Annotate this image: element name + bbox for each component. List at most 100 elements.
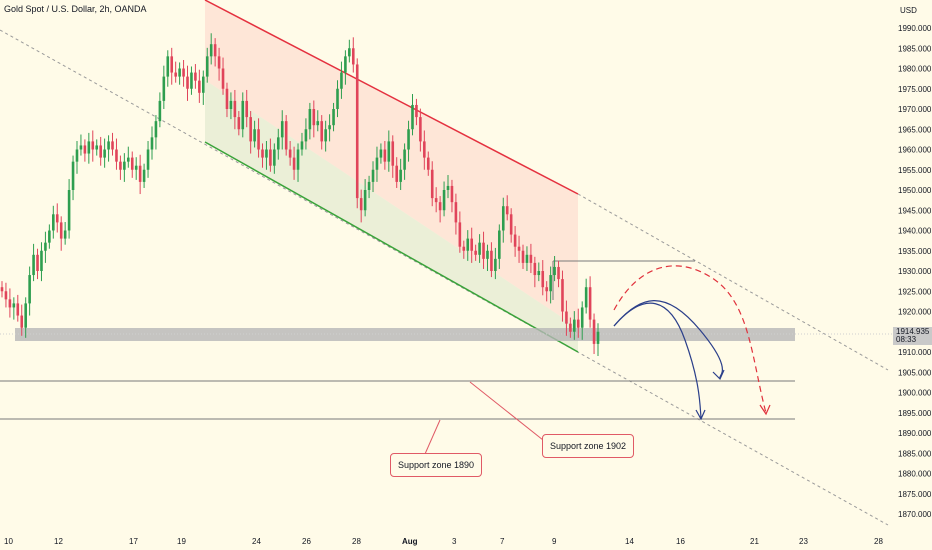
candle-body	[565, 311, 568, 324]
candle-body	[549, 275, 552, 292]
channel-mid-dashed	[0, 29, 889, 526]
candle-body	[284, 121, 288, 150]
y-tick-label: 1980.000	[898, 65, 932, 74]
candle-body	[55, 214, 59, 223]
candle-body	[261, 149, 264, 158]
candle-body	[494, 258, 497, 271]
candle-body	[517, 246, 521, 251]
y-tick-label: 1885.000	[898, 449, 932, 458]
y-tick-label: 1895.000	[898, 409, 932, 418]
y-tick-label: 1945.000	[898, 206, 932, 215]
candle-body	[123, 161, 126, 170]
candle-body	[482, 242, 485, 259]
current-price-value: 1914.935	[896, 327, 930, 336]
y-tick-label: 1950.000	[898, 186, 932, 195]
candles-group	[0, 33, 600, 357]
candle-body	[103, 149, 106, 158]
candle-body	[486, 250, 489, 259]
x-tick-label: 28	[352, 537, 361, 546]
candle-body	[63, 230, 67, 239]
candle-body	[182, 68, 185, 77]
candle-body	[292, 157, 296, 170]
candle-body	[265, 149, 268, 158]
y-tick-label: 1925.000	[898, 287, 932, 296]
callout-1902-pointer	[469, 381, 544, 441]
chart-title: Gold Spot / U.S. Dollar, 2h, OANDA	[4, 4, 147, 14]
candle-body	[573, 319, 576, 332]
candle-body	[257, 129, 260, 150]
candle-body	[95, 145, 99, 150]
candle-body	[32, 254, 35, 276]
candle-body	[344, 56, 347, 73]
candle-body	[501, 206, 505, 231]
candle-body	[67, 190, 71, 231]
candle-body	[170, 56, 174, 73]
y-tick-label: 1990.000	[898, 24, 932, 33]
candle-body	[324, 129, 327, 142]
candle-body	[146, 149, 150, 170]
candle-body	[359, 198, 363, 211]
candle-body	[430, 169, 434, 199]
candle-body	[99, 145, 102, 158]
candle-body	[340, 72, 343, 89]
candle-body	[111, 141, 114, 150]
candle-body	[44, 242, 47, 251]
candle-body	[186, 76, 189, 89]
candle-body	[426, 157, 430, 170]
channel-upper-line	[204, 0, 579, 195]
candle-body	[513, 234, 517, 247]
candle-body	[332, 109, 335, 126]
x-tick-label: 10	[4, 537, 13, 546]
candle-body	[162, 76, 166, 101]
candle-body	[28, 275, 31, 304]
candle-body	[521, 250, 525, 263]
y-tick-label: 1960.000	[898, 146, 932, 155]
red-scenario-arrow	[613, 265, 767, 414]
candle-body	[525, 254, 529, 263]
candle-body	[40, 250, 43, 271]
candle-body	[225, 88, 229, 109]
candle-body	[561, 279, 564, 312]
x-tick-label: 14	[625, 537, 634, 546]
blue-arrowhead-1	[712, 369, 725, 381]
candle-body	[379, 149, 383, 158]
candle-body	[470, 238, 473, 251]
candle-body	[355, 64, 359, 199]
y-tick-label: 1975.000	[898, 85, 932, 94]
blue-scenario-arrow-2	[613, 302, 702, 419]
candle-body	[190, 72, 193, 89]
candle-body	[52, 214, 55, 231]
x-tick-label: 9	[552, 537, 557, 546]
candle-body	[553, 266, 556, 276]
candle-body	[130, 157, 134, 170]
candle-body	[205, 56, 209, 77]
candle-body	[466, 238, 470, 251]
y-tick-label: 1880.000	[898, 470, 932, 479]
candle-body	[119, 161, 122, 170]
candle-body	[253, 129, 256, 142]
x-tick-label: 28	[874, 537, 883, 546]
candle-body	[446, 185, 450, 190]
candle-body	[371, 169, 375, 182]
candle-body	[596, 331, 600, 344]
x-tick-label: 24	[252, 537, 261, 546]
candle-body	[273, 149, 276, 166]
candle-body	[557, 266, 560, 280]
x-tick-label: 7	[500, 537, 505, 546]
candle-body	[0, 287, 4, 292]
candle-body	[541, 271, 545, 288]
callout-1890-pointer	[424, 419, 441, 455]
candle-body	[411, 104, 414, 130]
candle-body	[198, 80, 201, 93]
candle-body	[450, 185, 454, 203]
x-tick-label: Aug	[402, 537, 418, 546]
candle-body	[363, 190, 367, 211]
time-axis[interactable]: 10 12 17 19 24 26 28 Aug 3 7 9 14 16 21 23 28	[4, 537, 883, 546]
price-axis[interactable]: 1990.000 1985.000 1980.000 1975.000 1970.000…	[898, 24, 932, 519]
bar-countdown: 08:33	[896, 335, 917, 344]
candle-body	[529, 254, 533, 263]
callout-support-1890: Support zone 1890	[390, 453, 483, 477]
candle-body	[458, 222, 462, 247]
candle-body	[201, 76, 205, 93]
